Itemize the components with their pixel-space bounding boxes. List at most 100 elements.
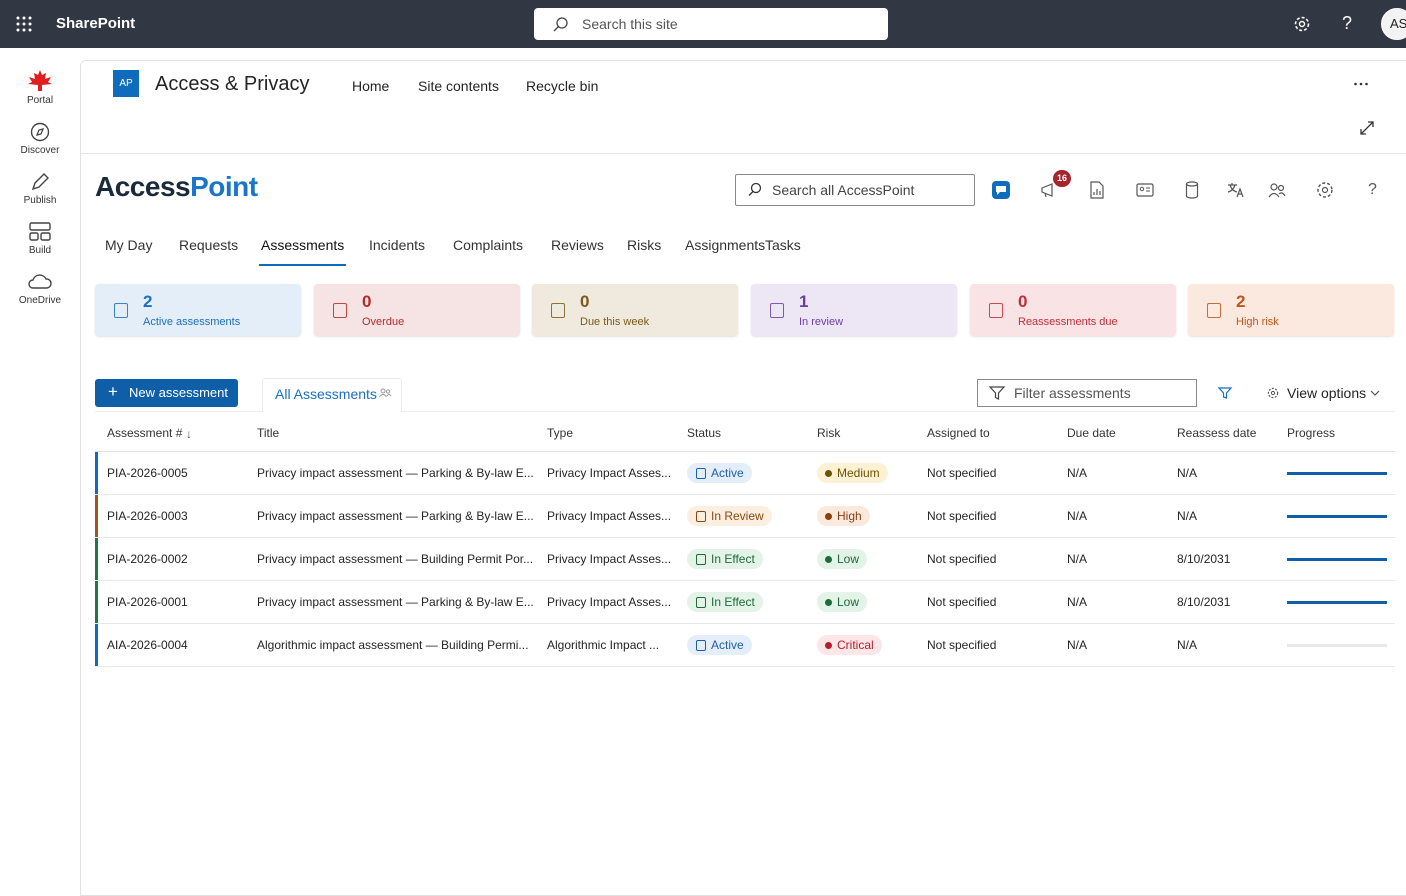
rail-label[interactable]: Publish	[23, 195, 57, 206]
assessment-id[interactable]: PIA-2026-0001	[107, 595, 188, 609]
app-tab[interactable]: Complaints	[453, 237, 524, 253]
row-accent	[95, 538, 98, 580]
announcements-icon[interactable]	[1040, 181, 1058, 199]
card-label: Active assessments	[143, 316, 241, 328]
assessment-id[interactable]: PIA-2026-0003	[107, 509, 188, 523]
filter-input[interactable]	[977, 379, 1197, 407]
table-row[interactable]	[95, 581, 1395, 624]
column-header[interactable]: Assessment #	[107, 426, 183, 440]
assessment-title: Privacy impact assessment — Parking & By…	[257, 595, 534, 609]
card-label: Reassessments due	[1018, 316, 1118, 328]
rail-label[interactable]: Portal	[26, 95, 54, 106]
status-label: In Effect	[711, 552, 755, 566]
publish-icon	[31, 173, 49, 191]
app-search[interactable]	[735, 174, 975, 206]
progress-bar	[1287, 558, 1387, 561]
assessment-title: Algorithmic impact assessment — Building…	[257, 638, 529, 652]
table-row[interactable]	[95, 452, 1395, 495]
site-nav-link[interactable]: Home	[352, 78, 390, 94]
app-tab[interactable]: Reviews	[551, 237, 604, 253]
reports-icon[interactable]	[1090, 181, 1104, 199]
summary-card[interactable]	[95, 284, 301, 336]
rail-label[interactable]: OneDrive	[18, 295, 62, 306]
site-nav-link[interactable]: Site contents	[418, 78, 499, 94]
card-value: 1	[799, 292, 809, 311]
app-tab[interactable]: Risks	[627, 237, 662, 253]
summary-card[interactable]	[751, 284, 957, 336]
app-tab[interactable]: Assessments	[261, 237, 345, 253]
assigned-to: Not specified	[927, 509, 997, 523]
risk-dot	[825, 513, 832, 520]
site-nav-link[interactable]: Recycle bin	[526, 78, 599, 94]
row-accent	[95, 452, 98, 494]
app-tab[interactable]: Incidents	[369, 237, 426, 253]
card-value: 0	[580, 292, 590, 311]
column-header[interactable]: Type	[547, 426, 574, 440]
database-icon[interactable]	[1185, 181, 1199, 199]
expand-icon[interactable]	[1360, 121, 1374, 135]
row-accent	[95, 624, 98, 666]
more-icon[interactable]	[1354, 82, 1368, 86]
assessment-type: Privacy Impact Asses...	[547, 466, 672, 480]
new-assessment-button[interactable]	[95, 379, 238, 407]
column-header[interactable]: Title	[257, 426, 280, 440]
table-row[interactable]	[95, 495, 1395, 538]
status-chip: Active	[687, 463, 752, 483]
people-icon[interactable]	[1268, 181, 1286, 199]
due-date: N/A	[1067, 638, 1088, 652]
card-label: In review	[799, 316, 844, 328]
column-header[interactable]: Assigned to	[927, 426, 990, 440]
translate-icon[interactable]	[1227, 181, 1245, 199]
app-settings-icon[interactable]	[1316, 181, 1334, 199]
card-icon	[551, 303, 565, 318]
filter-button[interactable]	[1217, 387, 1233, 399]
risk-chip: Low	[817, 549, 868, 569]
site-search[interactable]	[534, 8, 888, 40]
column-header[interactable]: Due date	[1067, 426, 1116, 440]
risk-label: Low	[837, 552, 860, 566]
app-name[interactable]: SharePoint	[56, 15, 136, 32]
app-tab[interactable]: Tasks	[765, 237, 801, 253]
assessment-id[interactable]: PIA-2026-0005	[107, 466, 188, 480]
rail-label[interactable]: Discover	[20, 145, 60, 156]
assessment-id[interactable]: PIA-2026-0002	[107, 552, 188, 566]
column-header[interactable]: Risk	[817, 426, 841, 440]
table-row[interactable]	[95, 538, 1395, 581]
summary-card[interactable]	[532, 284, 738, 336]
search-icon	[553, 17, 568, 32]
assessment-id[interactable]: AIA-2026-0004	[107, 638, 188, 652]
view-tab-label: All Assessments	[275, 386, 377, 402]
assessment-type: Algorithmic Impact ...	[547, 638, 660, 652]
status-icon	[696, 468, 706, 479]
risk-dot	[825, 470, 832, 477]
column-header[interactable]: Status	[687, 426, 722, 440]
brand-part: Point	[190, 171, 258, 202]
rail-label[interactable]: Build	[28, 245, 52, 256]
app-tab[interactable]: Requests	[179, 237, 239, 253]
status-chip: In Effect	[687, 549, 763, 569]
column-header[interactable]: Progress	[1287, 426, 1336, 440]
summary-card[interactable]	[970, 284, 1176, 336]
help-icon[interactable]: ?	[1342, 13, 1353, 33]
site-title[interactable]: Access & Privacy	[155, 73, 310, 95]
shared-view-icon	[379, 388, 392, 398]
app-tab[interactable]: My Day	[105, 237, 153, 253]
settings-icon[interactable]	[1293, 15, 1311, 33]
app-tab[interactable]: Assignments	[685, 237, 766, 253]
app-help-icon[interactable]: ?	[1368, 181, 1377, 198]
filter-placeholder: Filter assessments	[1014, 385, 1131, 401]
card-icon	[770, 303, 784, 318]
column-header[interactable]: Reassess date	[1177, 426, 1257, 440]
assessment-type: Privacy Impact Asses...	[547, 552, 672, 566]
risk-chip: Critical	[817, 635, 882, 655]
contacts-icon[interactable]	[1136, 183, 1154, 197]
view-tab[interactable]	[262, 378, 402, 412]
assigned-to: Not specified	[927, 466, 997, 480]
app-launcher[interactable]	[16, 16, 32, 32]
table-row[interactable]	[95, 624, 1395, 667]
view-options[interactable]: View options	[1287, 385, 1367, 401]
chat-icon[interactable]	[992, 181, 1010, 199]
summary-card[interactable]	[1188, 284, 1394, 336]
avatar[interactable]: AS	[1381, 8, 1406, 40]
summary-card[interactable]	[314, 284, 520, 336]
